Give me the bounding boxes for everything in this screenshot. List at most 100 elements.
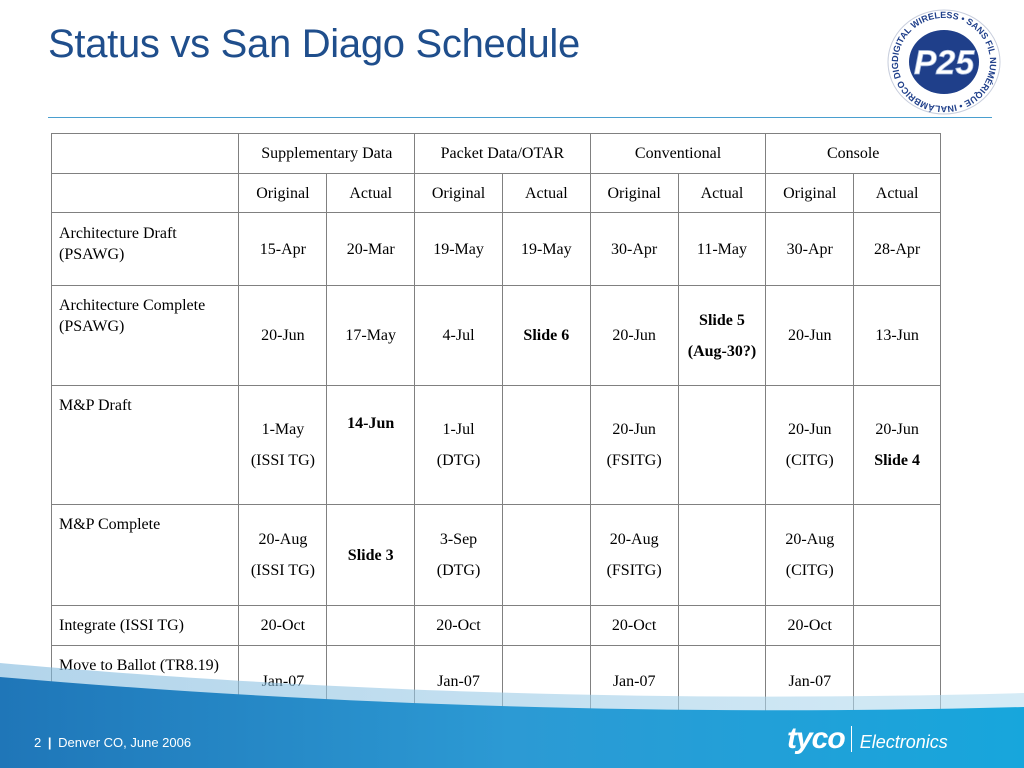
table-cell: 20-Oct [414,605,503,646]
table-row: Architecture Complete (PSAWG) 20-Jun 17-… [50,285,941,386]
table-cell: 20-Aug (ISSI TG) [238,504,328,606]
table-cell [677,504,767,606]
group-conventional: Conventional [589,133,767,174]
cell-note: (DTG) [436,452,481,469]
cell-note: (ISSI TG) [250,452,315,469]
table-cell: 28-Apr [853,212,941,286]
cell-note: (DTG) [436,562,481,579]
table-cell: Slide 5 (Aug-30?) [677,285,767,386]
table-cell: 15-Apr [238,212,328,286]
group-console: Console [765,133,941,174]
cell-line: 3-Sep [439,531,478,548]
table-cell: 20-Jun (CITG) [765,385,855,505]
table-cell [677,605,767,646]
slide-title: Status vs San Diago Schedule [48,22,580,66]
footer: 2 | Denver CO, June 2006 [34,735,191,750]
table-cell: 20-Oct [589,605,679,646]
table-row: Integrate (ISSI TG) 20-Oct 20-Oct 20-Oct… [50,605,941,646]
table-cell: 3-Sep (DTG) [414,504,503,606]
table-row: Architecture Draft (PSAWG) 15-Apr 20-Mar… [50,212,941,286]
p25-logo: DIGITAL WIRELESS • SANS FIL NUMÉRIQUE • … [884,8,1001,115]
cell-note: (Aug-30?) [687,342,757,360]
table-cell: 20-Mar [326,212,416,286]
title-rule [48,117,992,118]
table-cell: 19-May [501,212,591,286]
row-label: Integrate (ISSI TG) [50,605,240,646]
table-cell [853,504,941,606]
table-cell [501,504,591,606]
cell-line: 1-May [261,421,305,438]
group-supplementary: Supplementary Data [238,133,416,174]
table-cell: 20-Oct [238,605,328,646]
table-cell: Slide 6 [501,285,591,386]
table-row: M&P Draft 1-May (ISSI TG) 14-Jun 1-Jul (… [50,385,941,505]
row-label: Architecture Complete (PSAWG) [50,285,240,386]
cell-line: 20-Aug [258,531,308,548]
cell-line: 20-Jun [612,421,656,438]
table-cell: 20-Jun [589,285,679,386]
table-cell: 4-Jul [414,285,503,386]
corner-cell [50,133,240,174]
row-label: M&P Draft [50,385,240,505]
cell-line: 20-Aug [609,531,659,548]
table-cell [501,385,591,505]
cell-note: (CITG) [785,562,834,579]
table-cell: 1-Jul (DTG) [414,385,503,505]
footer-wave [0,663,1024,768]
subheader-actual: Actual [853,173,941,213]
table-cell: 20-Jun (FSITG) [589,385,679,505]
cell-note: Slide 4 [874,452,920,469]
group-header-row: Supplementary Data Packet Data/OTAR Conv… [50,133,941,174]
cell-note: (FSITG) [606,562,662,579]
cell-line: 20-Jun [875,421,919,438]
footer-separator: | [47,735,52,750]
page-number: 2 [34,735,42,750]
cell-note: (ISSI TG) [250,562,315,579]
subheader-original: Original [414,173,503,213]
subheader-original: Original [589,173,679,213]
schedule-table: Supplementary Data Packet Data/OTAR Conv… [50,133,941,717]
brand-divider [850,726,852,752]
brand-name: tyco [787,722,846,755]
table-cell: 20-Aug (FSITG) [589,504,679,606]
subheader-actual: Actual [501,173,591,213]
cell-line: Slide 5 [699,311,745,329]
table-cell: 14-Jun [326,385,416,505]
table-cell [326,605,416,646]
footer-event: Denver CO, June 2006 [58,735,192,750]
table-cell: 20-Jun Slide 4 [853,385,941,505]
table-cell: 30-Apr [765,212,855,286]
brand-division: Electronics [859,732,948,752]
table-cell: 11-May [677,212,767,286]
table-cell: 13-Jun [853,285,941,386]
group-packet: Packet Data/OTAR [414,133,591,174]
row-label: Architecture Draft (PSAWG) [50,212,240,286]
cell-line: 20-Jun [787,421,832,438]
table-cell: 20-Aug (CITG) [765,504,855,606]
table-cell: 30-Apr [589,212,679,286]
corner-cell [50,173,240,213]
table-cell: 20-Jun [238,285,328,386]
logo-mark: P25 [914,44,976,82]
tyco-electronics-logo: tyco Electronics [787,722,948,756]
subheader-actual: Actual [326,173,416,213]
subheader-row: Original Actual Original Actual Original… [50,173,941,213]
table-cell: 20-Oct [765,605,855,646]
table-cell [501,605,591,646]
table-cell: 17-May [326,285,416,386]
cell-note: (FSITG) [606,452,662,469]
subheader-actual: Actual [677,173,767,213]
cell-line: 1-Jul [442,421,475,438]
subheader-original: Original [238,173,328,213]
table-cell: 19-May [414,212,503,286]
table-cell: 1-May (ISSI TG) [238,385,328,505]
table-row: M&P Complete 20-Aug (ISSI TG) Slide 3 3-… [50,504,941,606]
cell-line: 20-Aug [785,531,835,548]
cell-note: (CITG) [785,452,834,469]
table-cell: 20-Jun [765,285,855,386]
table-cell [853,605,941,646]
table-cell: Slide 3 [326,504,416,606]
table-cell [677,385,767,505]
subheader-original: Original [765,173,855,213]
row-label: M&P Complete [50,504,240,606]
